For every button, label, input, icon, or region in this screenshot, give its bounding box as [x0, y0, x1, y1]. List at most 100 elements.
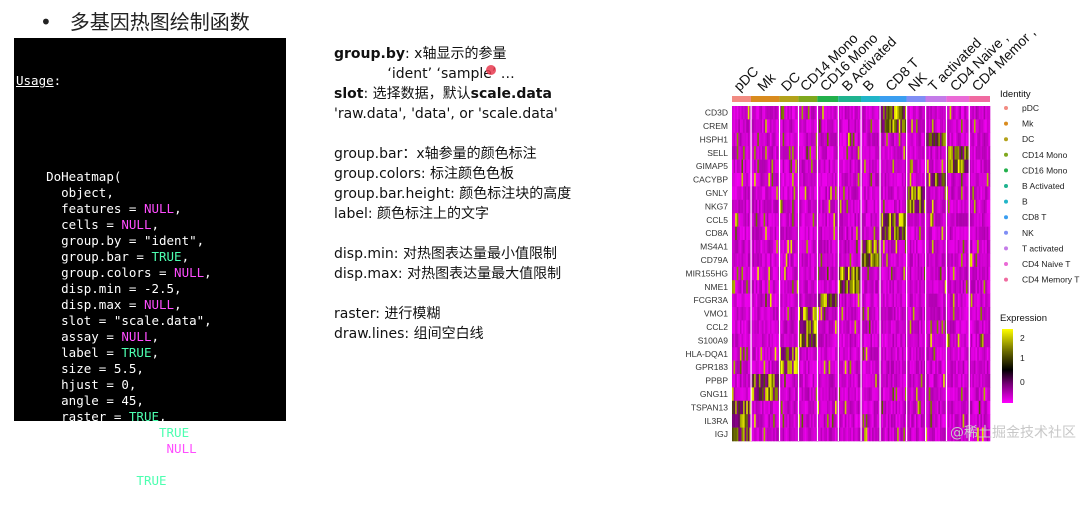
heat-cell — [951, 320, 954, 335]
heat-cell — [961, 387, 963, 402]
heat-cell — [760, 146, 763, 160]
group-separator — [879, 106, 881, 441]
heat-cell — [938, 387, 941, 402]
heat-cell — [923, 266, 926, 281]
heat-cell — [809, 199, 812, 214]
heat-cell — [975, 414, 978, 428]
heat-cell — [875, 240, 878, 254]
heat-cell — [771, 360, 774, 375]
heat-cell — [826, 360, 829, 375]
heat-cell — [946, 333, 949, 348]
heat-cell — [928, 199, 931, 214]
heat-cell — [779, 347, 782, 361]
heat-cell — [977, 132, 980, 147]
heat-cell — [917, 106, 920, 120]
heat-cell — [736, 199, 739, 214]
heat-cell — [906, 226, 909, 241]
heat-cell — [951, 240, 954, 254]
heat-cell — [922, 427, 925, 442]
group-bar — [925, 96, 947, 102]
heat-cell — [957, 106, 960, 120]
heat-cell — [828, 400, 831, 415]
heat-cell — [917, 333, 920, 348]
heat-cell — [796, 159, 799, 174]
heat-cell — [736, 159, 739, 174]
heat-cell — [922, 119, 925, 134]
heat-cell — [792, 320, 794, 335]
note-text: 'raw.data', 'data', or 'scale.data' — [334, 106, 558, 122]
heat-cell — [766, 146, 769, 160]
heat-cell — [938, 146, 941, 160]
heat-cell — [884, 427, 887, 442]
heat-cell — [879, 199, 882, 214]
heat-cell — [744, 226, 747, 241]
heat-cell — [787, 132, 790, 147]
heat-cell — [787, 159, 790, 174]
heat-cell — [903, 186, 906, 201]
heat-cell — [755, 320, 758, 335]
heat-cell — [765, 266, 768, 281]
heat-cell — [889, 427, 892, 442]
heat-cell — [949, 280, 952, 294]
heat-cell — [796, 414, 799, 428]
heat-cell — [760, 266, 763, 281]
heat-cell — [776, 253, 779, 268]
heat-cell — [763, 333, 766, 348]
heat-cell — [898, 280, 901, 294]
heat-cell — [927, 159, 930, 174]
heat-cell — [951, 213, 954, 227]
heat-cell — [920, 146, 923, 160]
heat-cell — [965, 199, 968, 214]
heat-cell — [938, 226, 941, 241]
heat-cell — [830, 374, 833, 388]
heat-cell — [865, 400, 868, 415]
heat-cell — [951, 132, 954, 147]
heat-cell — [814, 387, 817, 402]
heat-cell — [830, 400, 833, 415]
heat-cell — [833, 374, 836, 388]
heat-cell — [782, 360, 785, 375]
heat-cell — [766, 307, 769, 321]
heat-cell — [851, 106, 854, 120]
heat-cell — [875, 333, 878, 348]
heat-cell — [952, 186, 955, 201]
heat-cell — [914, 387, 917, 402]
heat-cell — [941, 106, 944, 120]
heat-cell — [975, 280, 978, 294]
heat-cell — [823, 293, 826, 308]
heat-cell — [766, 347, 769, 361]
heat-cell — [846, 226, 849, 241]
heat-cell — [977, 106, 980, 120]
heat-cell — [862, 213, 865, 227]
heat-cell — [749, 159, 752, 174]
heat-cell — [977, 280, 980, 294]
heat-cell — [983, 400, 986, 415]
heat-cell — [908, 280, 910, 294]
heat-cell — [744, 119, 747, 134]
heat-cell — [954, 253, 957, 268]
heat-cell — [865, 360, 868, 375]
heat-cell — [765, 333, 768, 348]
note-text: : x轴显示的参量 — [405, 46, 507, 62]
heat-cell — [809, 186, 812, 201]
heat-cell — [867, 159, 870, 174]
heat-cell — [798, 387, 801, 402]
heat-cell — [844, 266, 847, 281]
heat-cell — [879, 360, 882, 375]
heat-cell — [988, 119, 991, 134]
heat-cell — [946, 106, 949, 120]
heat-cell — [967, 146, 970, 160]
heat-cell — [946, 240, 949, 254]
heat-cell — [959, 132, 962, 147]
group-bar — [946, 96, 970, 102]
heat-cell — [757, 146, 760, 160]
heat-cell — [846, 213, 849, 227]
heat-cell — [904, 333, 907, 348]
heat-cell — [977, 146, 980, 160]
heat-cell — [957, 199, 960, 214]
heat-cell — [967, 240, 970, 254]
heat-cell — [892, 414, 895, 428]
heat-cell — [985, 414, 988, 428]
heat-cell — [830, 387, 833, 402]
heat-cell — [766, 159, 769, 174]
